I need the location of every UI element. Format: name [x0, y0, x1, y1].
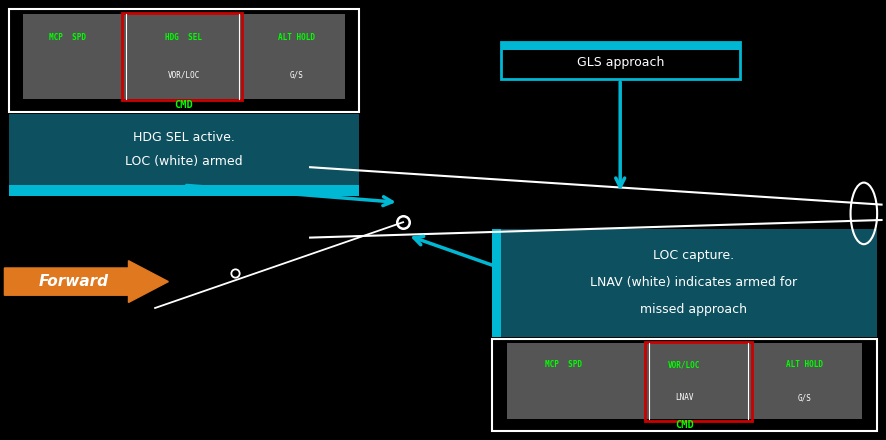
Bar	[9, 114, 359, 196]
Bar	[9, 185, 359, 196]
Text: VOR/LOC: VOR/LOC	[167, 70, 200, 80]
Bar	[645, 342, 752, 421]
Bar	[501, 42, 740, 79]
Text: MCP  SPD: MCP SPD	[50, 33, 87, 42]
Text: MCP  SPD: MCP SPD	[546, 360, 582, 369]
Bar	[122, 13, 242, 100]
Text: LOC capture.: LOC capture.	[653, 249, 734, 262]
Text: LNAV: LNAV	[675, 393, 694, 403]
Text: HDG SEL active.: HDG SEL active.	[133, 131, 235, 144]
Text: VOR/LOC: VOR/LOC	[668, 360, 701, 369]
Text: missed approach: missed approach	[640, 303, 747, 316]
Bar	[507, 343, 862, 419]
Text: LOC (white) armed: LOC (white) armed	[125, 155, 243, 168]
Text: ALT HOLD: ALT HOLD	[278, 33, 315, 42]
Bar	[501, 42, 740, 50]
Text: ALT HOLD: ALT HOLD	[787, 360, 823, 369]
Text: CMD: CMD	[175, 100, 193, 110]
Bar	[23, 14, 345, 99]
Bar	[9, 9, 359, 112]
Bar	[492, 229, 501, 337]
FancyArrow shape	[4, 260, 168, 303]
Text: LNAV (white) indicates armed for: LNAV (white) indicates armed for	[590, 276, 797, 289]
Text: CMD: CMD	[675, 420, 694, 430]
Text: G/S: G/S	[290, 70, 304, 80]
Text: GLS approach: GLS approach	[577, 56, 664, 69]
Text: G/S: G/S	[798, 393, 812, 403]
Bar	[492, 339, 877, 431]
Text: HDG  SEL: HDG SEL	[166, 33, 202, 42]
Text: Forward: Forward	[38, 274, 108, 289]
Bar	[492, 229, 877, 337]
